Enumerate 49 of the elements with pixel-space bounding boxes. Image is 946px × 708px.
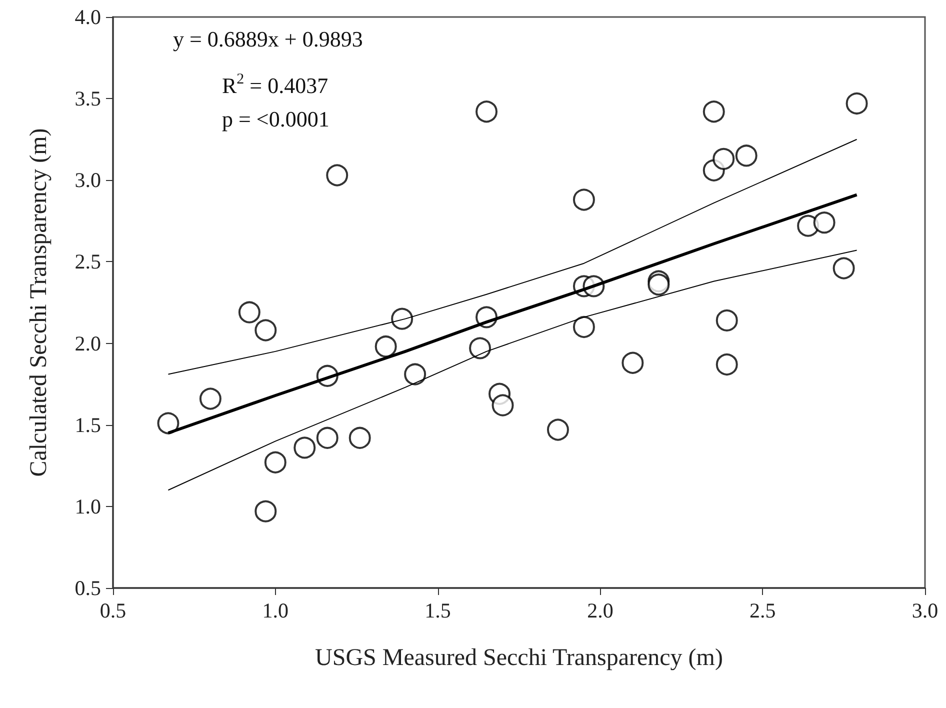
point	[832, 257, 855, 280]
point	[546, 418, 569, 441]
x-tick-label: 1.5	[424, 598, 451, 622]
x-tick-label: 2.0	[587, 598, 614, 622]
annotation: y = 0.6889x + 0.9893	[173, 26, 363, 52]
point	[712, 148, 735, 170]
point	[374, 336, 397, 358]
point	[648, 274, 670, 296]
point	[622, 352, 644, 374]
point	[391, 308, 414, 330]
point	[294, 436, 316, 459]
y-tick-label: 3.5	[74, 86, 101, 111]
x-tick-label: 3.0	[912, 598, 938, 622]
point	[199, 388, 222, 410]
x-tick-label: 1.0	[262, 598, 289, 622]
line-series	[168, 138, 858, 375]
x-tick-label: 2.5	[749, 598, 776, 622]
point	[716, 354, 738, 376]
annotation: p = <0.0001	[222, 106, 330, 132]
y-tick-label: 2.0	[74, 331, 101, 356]
y-tick-label: 1.5	[74, 412, 101, 437]
point	[469, 337, 492, 360]
point	[492, 394, 514, 416]
point	[157, 412, 180, 434]
y-tick-label: 0.5	[74, 576, 101, 600]
point	[404, 363, 426, 386]
point	[572, 188, 595, 211]
y-tick-label: 4.0	[74, 5, 101, 29]
point	[735, 144, 758, 167]
x-tick-label: 0.5	[100, 598, 126, 622]
point	[326, 164, 348, 186]
point	[254, 500, 277, 522]
x-axis-title: USGS Measured Secchi Transparency (m)	[315, 645, 723, 671]
point	[348, 426, 371, 449]
point	[846, 92, 868, 114]
y-tick-label: 1.0	[74, 494, 101, 518]
point	[264, 451, 286, 474]
y-tick-label: 3.0	[74, 168, 101, 192]
point	[572, 316, 595, 338]
point	[476, 100, 498, 123]
point	[716, 309, 738, 332]
point	[238, 301, 260, 324]
point	[254, 319, 277, 342]
y-tick-label: 2.5	[74, 250, 101, 274]
point	[702, 100, 725, 123]
line-series	[168, 250, 858, 491]
y-axis-title: Calculated Secchi Transparency (m)	[26, 128, 52, 477]
point	[316, 426, 338, 449]
point	[813, 212, 836, 234]
